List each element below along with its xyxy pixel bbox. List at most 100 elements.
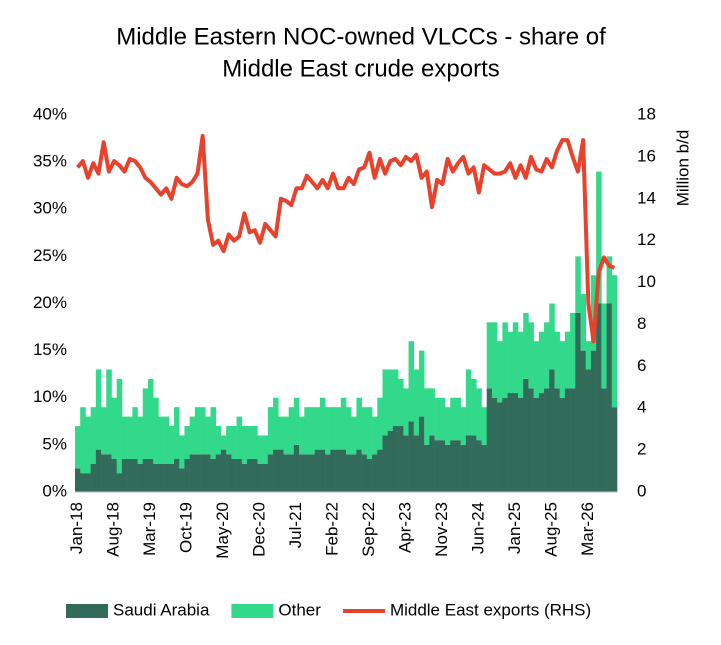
legend-swatch [66,604,108,618]
bar-segment [512,322,519,394]
bar-segment [95,449,102,492]
bar-segment [220,449,227,492]
bar-segment [330,407,336,450]
bar-segment [288,454,295,492]
bar-segment [309,454,316,492]
x-tick-label: Nov-23 [432,502,451,557]
bar-segment [111,397,117,460]
bar-segment [137,416,144,464]
bar-segment [153,463,159,492]
bar-segment [408,341,415,422]
bar-segment [194,407,201,455]
y2-tick-label: 8 [637,314,646,333]
bar-segment [403,388,409,436]
x-tick-label: Dec-20 [249,502,268,557]
bar-segment [471,378,477,436]
bar-segment [564,388,571,492]
y-tick-label: 40% [33,104,67,123]
bar-segment [491,397,498,492]
bar-segment [465,435,472,492]
bar-segment [361,407,368,455]
bar-segment [544,322,550,389]
bar-segment [476,388,482,441]
bar-segment [398,378,404,427]
bar-segment [424,444,430,492]
y2-tick-label: 12 [637,230,656,249]
bar-segment [580,294,587,351]
bar-segment [85,416,91,474]
bar-segment [377,449,383,492]
bar-segment [465,369,472,436]
bar-segment [179,435,185,469]
bar-segment [252,426,258,460]
bar-segment [481,444,488,492]
bar-segment [111,459,117,492]
x-tick-label: Oct-19 [177,502,196,553]
bar-segment [460,444,467,492]
bar-segment [278,416,284,450]
bar-segment [439,397,446,441]
bar-segment [387,369,394,431]
bar-segment [121,416,128,460]
bar-segment [325,407,331,455]
bar-segment [392,369,399,427]
bar-segment [366,459,373,492]
bar-segment [90,463,97,492]
bar-segment [387,430,394,492]
bar-segment [267,407,274,455]
bar-segment [147,459,154,492]
y-tick-label: 0% [42,481,67,500]
bar-segment [293,397,300,445]
bar-segment [184,426,190,460]
legend-swatch [231,604,274,618]
bar-segment [382,369,388,436]
bar-segment [491,322,498,398]
x-tick-label: Jan-25 [505,502,524,554]
bar-segment [606,256,613,304]
bar-segment [538,393,545,492]
y2-tick-label: 18 [637,104,656,123]
bar-segment [429,388,435,436]
bar-segment [283,416,289,455]
bar-segment [517,397,524,492]
bar-segment [455,397,461,441]
bar-segment [231,459,237,492]
bar-segment [559,397,566,492]
bar-segment [372,416,378,455]
legend-label: Saudi Arabia [113,600,210,619]
bar-segment [455,440,461,492]
bar-segment [366,407,373,460]
bar-segment [523,312,529,379]
bar-segment [398,426,404,492]
y-tick-label: 35% [33,152,67,171]
y2-tick-label: 16 [637,146,656,165]
bar-segment [246,426,253,460]
bar-segment [236,416,243,460]
y2-tick-label: 6 [637,356,646,375]
bar-segment [575,256,581,313]
bar-segment [314,449,321,492]
bar-segment [523,378,529,492]
legend-label: Middle East exports (RHS) [390,600,591,619]
bar-segment [601,388,607,492]
bar-segment [106,454,112,492]
bar-segment [392,426,399,492]
x-tick-label: Jan-18 [67,502,86,554]
bar-segment [200,454,206,492]
bar-segment [408,421,415,492]
y2-tick-label: 4 [637,398,646,417]
bar-segment [75,468,81,492]
bar-segment [101,454,107,492]
bar-segment [335,449,342,492]
bar-segment [502,322,508,398]
y2-axis-label: Million b/d [673,130,692,207]
bar-segment [570,312,576,389]
bar-segment [273,397,279,450]
bar-segment [507,331,514,394]
bar-segment [585,341,592,370]
bar-segment [168,426,175,464]
bar-segment [528,322,534,389]
bar-segment [346,454,352,492]
bar-segment [346,407,352,455]
bar-segment [299,454,305,492]
